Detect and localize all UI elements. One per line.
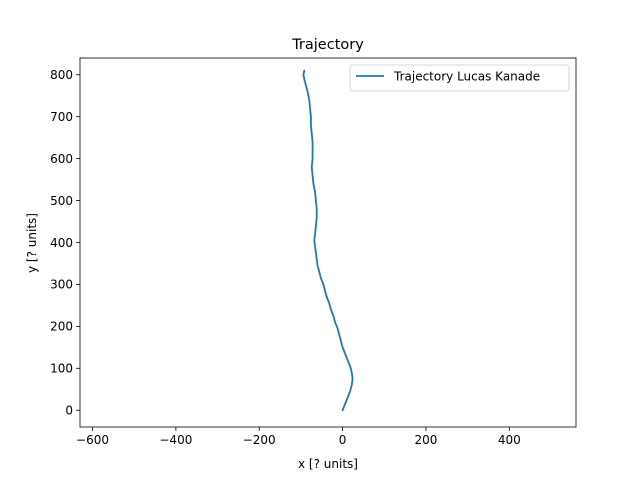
x-tick-label: 200 xyxy=(414,433,437,447)
x-tick-label: −600 xyxy=(76,433,109,447)
y-axis-label: y [? units] xyxy=(25,213,39,273)
y-tick-label: 700 xyxy=(50,110,73,124)
axes-frame xyxy=(79,57,577,428)
y-tick-label: 600 xyxy=(50,152,73,166)
y-tick-label: 0 xyxy=(65,404,73,418)
series-line-trajectory xyxy=(302,69,354,412)
plot-area xyxy=(80,58,576,427)
x-tick-label: −400 xyxy=(159,433,192,447)
x-axis-label: x [? units] xyxy=(298,457,358,471)
y-tick-label: 800 xyxy=(50,68,73,82)
chart-title: Trajectory xyxy=(291,37,364,53)
legend: Trajectory Lucas Kanade xyxy=(349,64,570,92)
y-tick-label: 400 xyxy=(50,236,73,250)
x-tick-label: −200 xyxy=(243,433,276,447)
x-tick-label: 0 xyxy=(339,433,347,447)
y-tick-label: 100 xyxy=(50,362,73,376)
ticks-layer: −600 −400 −200 0 200 400 0 100 200 300 400 500 600 70… xyxy=(50,68,521,447)
legend-box xyxy=(349,64,570,92)
x-tick-label: 400 xyxy=(498,433,521,447)
y-tick-label: 200 xyxy=(50,320,73,334)
series-layer xyxy=(302,69,354,412)
legend-label: Trajectory Lucas Kanade xyxy=(393,70,540,84)
y-tick-label: 500 xyxy=(50,194,73,208)
y-tick-label: 300 xyxy=(50,278,73,292)
